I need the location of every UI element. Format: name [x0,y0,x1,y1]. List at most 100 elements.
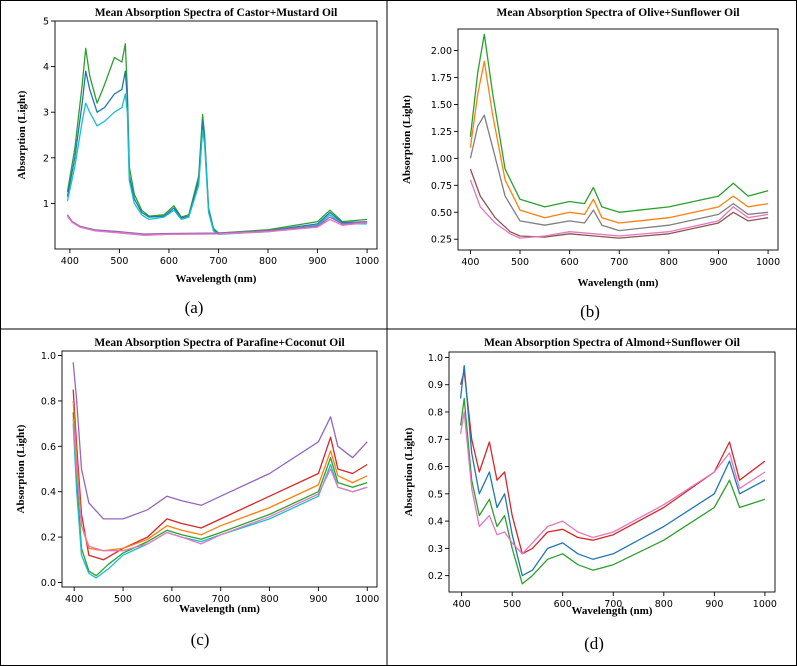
series-line-falling [469,168,769,239]
y-tick-label: 0.25 [431,235,452,246]
x-tick-label: 800 [655,599,673,610]
x-tick-label: 600 [163,594,181,605]
x-tick-label: 900 [705,599,723,610]
x-tick-label: 900 [309,594,327,605]
x-tick-label: 800 [259,256,277,267]
plot-frame [54,20,378,250]
y-tick-label: 2 [43,153,49,164]
chart-almond-sunflower: Mean Absorption Spectra of Almond+Sunflo… [403,337,777,617]
chart-parafine-coconut: Mean Absorption Spectra of Parafine+Coco… [15,337,379,615]
y-tick-label: 1.00 [431,154,452,165]
y-tick-label: 0.75 [431,181,452,192]
y-tick-label: 0.50 [431,208,452,219]
x-tick-label: 500 [114,594,132,605]
x-tick-label: 900 [308,256,326,267]
y-tick-label: 1 [43,199,49,210]
plot-frame [61,350,378,588]
y-tick-label: 0.8 [428,408,443,419]
x-tick-label: 400 [461,257,479,268]
series-line-top [459,370,766,555]
y-axis-label: Absorption (Light) [15,424,27,513]
caption-a: (a) [184,298,204,317]
y-tick-label: 1.0 [428,353,443,364]
y-tick-label: 0.5 [428,489,443,500]
chart-castor-mustard: Mean Absorption Spectra of Castor+Mustar… [16,7,379,285]
x-tick-label: 800 [260,594,278,605]
series-line-mid [66,70,368,235]
chart-title: Mean Absorption Spectra of Castor+Mustar… [95,7,338,19]
x-tick-label: 400 [61,256,79,267]
y-axis-label: Absorption (Light) [16,90,28,179]
x-tick-label: 1000 [756,257,780,268]
x-tick-label: 400 [65,594,83,605]
y-axis-label: Absorption (Light) [401,95,413,184]
chart-title: Mean Absorption Spectra of Olive+Sunflow… [496,7,739,19]
y-tick-label: 0.9 [428,380,443,391]
x-axis-label: Wavelength (nm) [578,277,659,289]
chart-title: Mean Absorption Spectra of Almond+Sunflo… [484,337,740,349]
y-tick-label: 1.25 [431,127,452,138]
chart-title: Mean Absorption Spectra of Parafine+Coco… [94,337,344,349]
x-tick-label: 500 [511,257,529,268]
series-line-top [469,33,769,213]
series-line-low [459,397,766,585]
caption-d: (d) [584,634,604,653]
x-tick-label: 600 [160,256,178,267]
y-tick-label: 0.6 [41,442,56,453]
series-line-red [72,389,368,561]
x-tick-label: 500 [110,256,128,267]
y-tick-label: 0.2 [41,533,56,544]
x-tick-label: 900 [709,257,727,268]
series-line-orange [72,400,368,552]
series-line-baseline [66,214,368,235]
x-axis-label: Wavelength (nm) [179,603,260,615]
y-tick-label: 0.4 [428,517,443,528]
y-tick-label: 0.0 [41,578,56,589]
series-line-green [72,412,368,577]
caption-b: (b) [580,302,600,321]
x-tick-label: 700 [604,599,622,610]
y-tick-label: 1.75 [431,73,452,84]
caption-c: (c) [190,630,210,649]
x-tick-label: 700 [610,257,628,268]
y-tick-label: 2.00 [431,46,452,57]
y-tick-label: 0.3 [428,544,443,555]
y-tick-label: 4 [43,62,49,73]
series-line-pink [72,419,368,552]
series-line-high [66,43,368,234]
x-tick-label: 1000 [753,599,777,610]
y-tick-label: 0.8 [41,396,56,407]
series-line-teal [72,423,368,579]
x-tick-label: 800 [660,257,678,268]
x-axis-label: Wavelength (nm) [176,273,257,285]
x-tick-label: 400 [453,599,471,610]
y-axis-label: Absorption (Light) [403,427,415,516]
x-axis-label: Wavelength (nm) [572,605,653,617]
plot-frame [448,351,776,593]
x-tick-label: 700 [212,594,230,605]
y-tick-label: 0.7 [428,435,443,446]
series-line-purple [72,362,368,520]
y-tick-label: 0.2 [428,571,443,582]
series-line-low [66,93,368,236]
x-tick-label: 700 [209,256,227,267]
y-tick-label: 0.4 [41,487,56,498]
series-line-low [469,114,769,232]
y-tick-label: 0.6 [428,462,443,473]
series-line-mid [469,60,769,224]
series-line-pink [459,411,766,555]
y-tick-label: 3 [43,108,49,119]
series-line-baseline-2 [66,215,368,236]
series-line-mid [459,364,766,577]
y-tick-label: 5 [43,17,49,28]
y-tick-label: 1.0 [41,351,56,362]
x-tick-label: 1000 [355,594,379,605]
series-line-falling-2 [469,179,769,239]
x-tick-label: 600 [554,599,572,610]
x-tick-label: 500 [503,599,521,610]
x-tick-label: 1000 [355,256,379,267]
plot-frame [457,28,779,251]
x-tick-label: 600 [561,257,579,268]
